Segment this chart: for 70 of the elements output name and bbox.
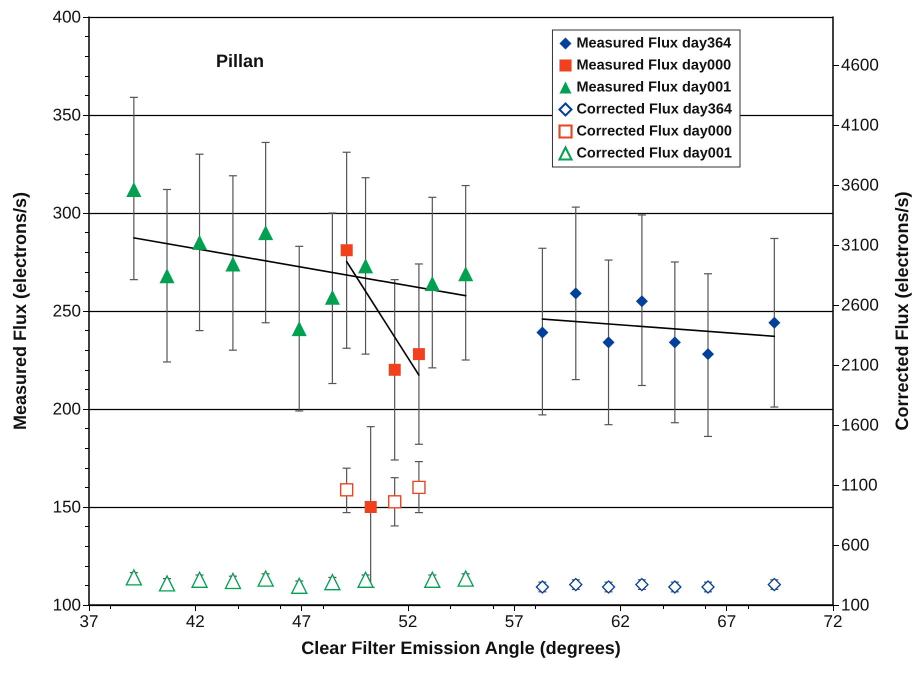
point xyxy=(668,336,681,348)
point xyxy=(635,578,649,592)
point xyxy=(225,256,240,272)
point xyxy=(191,572,208,588)
x-tick-label: 47 xyxy=(292,612,312,631)
annotation: Pillan xyxy=(216,51,264,71)
y-axis-title: Measured Flux (electrons/s) xyxy=(10,192,30,430)
y-tick-label: 100 xyxy=(52,596,81,614)
point xyxy=(458,266,474,282)
point xyxy=(340,244,353,256)
point xyxy=(257,570,274,587)
y-tick-label: 150 xyxy=(52,498,81,516)
y2-tick-label: 3600 xyxy=(841,176,879,194)
point xyxy=(536,326,548,339)
x-tick-label: 72 xyxy=(824,612,842,631)
legend-label: Corrected Flux day001 xyxy=(576,146,732,162)
y2-tick-label: 1600 xyxy=(841,416,879,434)
point xyxy=(126,182,142,197)
point xyxy=(192,234,208,250)
point xyxy=(364,501,377,513)
point xyxy=(340,483,354,496)
point xyxy=(602,336,615,348)
y2-tick-label: 2100 xyxy=(841,356,879,374)
point xyxy=(424,276,440,292)
y2-tick-label: 4600 xyxy=(841,56,879,74)
point xyxy=(358,258,374,274)
legend-label: Corrected Flux day364 xyxy=(576,102,732,118)
legend-label: Measured Flux day001 xyxy=(576,80,732,96)
y-tick-label: 300 xyxy=(52,204,81,222)
y2-tick-label: 600 xyxy=(841,536,870,554)
x-tick-label: 57 xyxy=(504,612,524,631)
x-tick-label: 52 xyxy=(398,612,418,631)
point xyxy=(636,295,648,308)
point xyxy=(570,287,582,300)
y2-tick-label: 3100 xyxy=(841,236,879,254)
point xyxy=(324,574,341,590)
x-tick-label: 62 xyxy=(610,612,630,631)
point xyxy=(702,348,714,360)
y2-tick-label: 1100 xyxy=(841,476,878,494)
x-tick-label: 42 xyxy=(186,612,205,631)
point xyxy=(224,572,242,590)
point xyxy=(292,321,307,336)
point xyxy=(458,570,474,587)
point xyxy=(158,575,176,592)
legend-label: Measured Flux day364 xyxy=(576,36,732,52)
point xyxy=(258,225,274,240)
y-tick-label: 400 xyxy=(52,8,81,26)
point xyxy=(388,364,401,376)
y-tick-label: 200 xyxy=(52,400,81,418)
point xyxy=(126,569,142,586)
legend-label: Measured Flux day000 xyxy=(576,58,732,74)
point xyxy=(424,572,440,588)
point xyxy=(357,572,374,588)
y2-axis-title: Corrected Flux (electrons/s) xyxy=(892,191,912,431)
y-tick-label: 250 xyxy=(52,302,81,320)
point xyxy=(291,578,308,594)
legend-label: Corrected Flux day000 xyxy=(576,124,732,140)
point xyxy=(324,290,340,305)
y-tick-label: 350 xyxy=(52,106,81,124)
point xyxy=(412,480,426,494)
point xyxy=(768,316,780,329)
y2-tick-label: 100 xyxy=(841,596,870,614)
point xyxy=(388,495,402,508)
x-axis-title: Clear Filter Emission Angle (degrees) xyxy=(301,638,621,658)
x-tick-label: 67 xyxy=(717,612,736,631)
y2-tick-label: 4100 xyxy=(841,116,879,134)
x-tick-label: 37 xyxy=(80,612,98,631)
point xyxy=(412,348,425,360)
point xyxy=(160,268,175,284)
y2-tick-label: 2600 xyxy=(841,296,879,314)
